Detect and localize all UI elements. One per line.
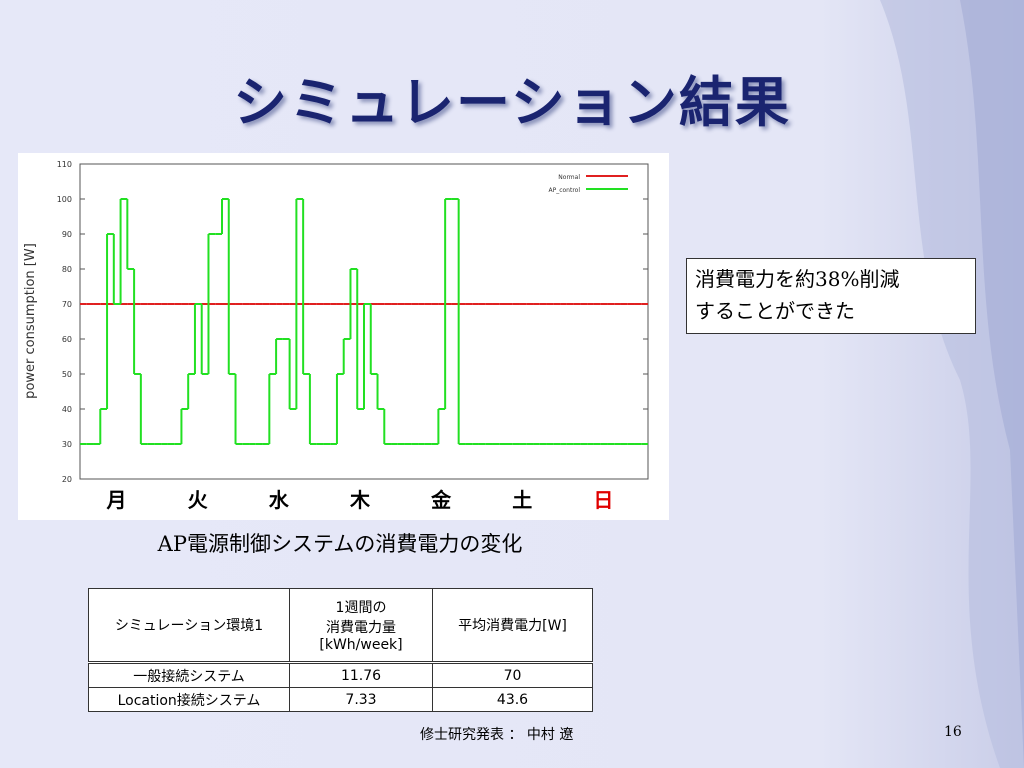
y-tick-label: 80 (62, 265, 72, 274)
table-header: 1週間の 消費電力量 [kWh/week] (289, 588, 433, 664)
legend-label: Normal (558, 174, 580, 181)
chart-caption: AP電源制御システムの消費電力の変化 (157, 532, 523, 556)
table-cell: Location接続システム (88, 687, 290, 712)
y-tick-label: 100 (57, 195, 72, 204)
table-header: シミュレーション環境1 (88, 588, 290, 664)
x-tick-label: 日 (593, 488, 613, 512)
x-tick-label: 土 (512, 488, 532, 512)
callout-line: することができた (695, 299, 855, 323)
plot-frame (79, 163, 649, 480)
y-axis-label: power consumption [W] (23, 243, 38, 399)
results-table: シミュレーション環境1 1週間の 消費電力量 [kWh/week] 平均消費電力… (88, 588, 593, 712)
callout-box: 消費電力を約38%削減 することができた (686, 258, 976, 334)
x-tick-label: 金 (430, 488, 452, 512)
table-cell: 11.76 (289, 662, 433, 688)
chart-background (18, 153, 669, 520)
legend-label: AP_control (548, 187, 580, 194)
y-tick-label: 110 (57, 160, 72, 169)
y-tick-label: 70 (62, 300, 72, 309)
y-tick-label: 50 (62, 370, 72, 379)
table-cell: 70 (432, 662, 593, 688)
y-tick-label: 60 (62, 335, 72, 344)
x-tick-label: 火 (188, 488, 209, 512)
y-tick-label: 20 (62, 475, 72, 484)
footer: 修士研究発表 ： 中村 遼 (420, 727, 574, 743)
x-tick-label: 水 (269, 488, 290, 512)
x-tick-label: 木 (349, 488, 371, 512)
y-tick-label: 40 (62, 405, 72, 414)
table-cell: 一般接続システム (88, 662, 290, 688)
x-tick-label: 月 (106, 488, 127, 512)
table-cell: 7.33 (289, 687, 433, 712)
table-cell: 43.6 (432, 687, 593, 712)
y-tick-label: 30 (62, 440, 72, 449)
page-number: 16 (944, 724, 962, 740)
chart: power consumption [W] 20 30 40 50 60 70 80 90 10… (18, 153, 669, 520)
slide-title: シミュレーション結果 (233, 71, 791, 134)
y-tick-label: 90 (62, 230, 72, 239)
table-header: 平均消費電力[W] (432, 588, 593, 664)
callout-line: 消費電力を約38%削減 (695, 267, 900, 291)
